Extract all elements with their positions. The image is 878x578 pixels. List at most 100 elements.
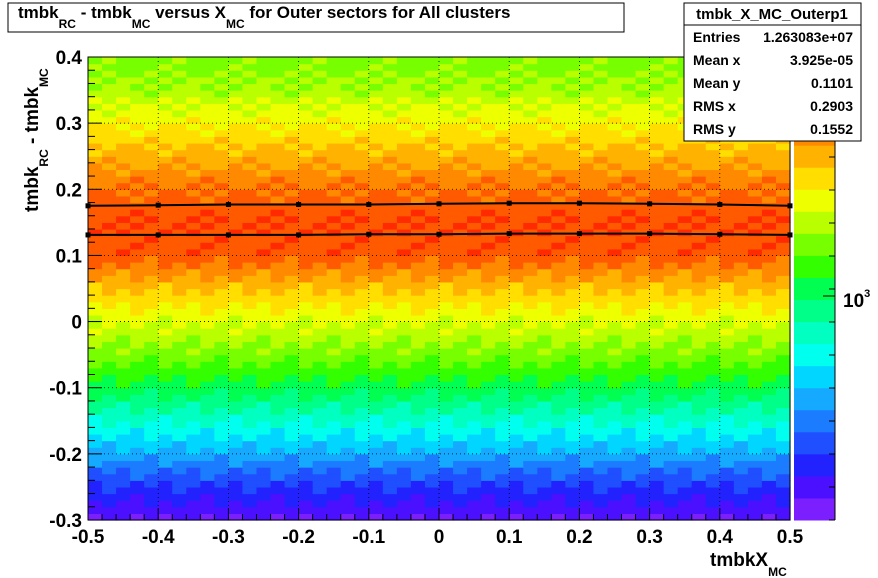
heatmap-cell [144,103,159,111]
heatmap-cell [382,447,398,455]
heatmap-cell [775,460,791,468]
heatmap-cell [396,57,412,65]
heatmap-cell [284,308,300,316]
heatmap-cell [158,248,173,257]
heatmap-cell [424,57,440,65]
heatmap-cell [649,434,665,442]
heatmap-cell [186,222,201,230]
heatmap-cell [467,321,482,329]
heatmap-cell [410,142,426,151]
heatmap-cell [719,182,735,190]
heatmap-cell [453,209,468,217]
heatmap-cell [439,480,454,488]
heatmap-cell [677,440,693,448]
heatmap-cell [649,341,665,349]
heatmap-cell [200,222,215,230]
heatmap-cell [523,70,538,78]
heatmap-cell [256,268,272,276]
heatmap-cell [523,255,538,263]
heatmap-cell [747,387,763,395]
heatmap-cell [298,381,314,389]
heatmap-cell [747,447,763,455]
heatmap-cell [635,506,651,514]
heatmap-cell [635,63,651,71]
heatmap-cell [509,116,524,124]
heatmap-cell [158,215,173,223]
heatmap-cell [424,76,440,85]
heatmap-cell [467,374,482,382]
heatmap-cell [228,136,244,144]
heatmap-cell [481,281,496,290]
heatmap-cell [677,262,693,270]
heatmap-cell [102,420,117,428]
heatmap-cell [102,381,117,389]
heatmap-cell [88,381,103,389]
heatmap-cell [256,453,272,462]
heatmap-cell [382,341,398,349]
heatmap-cell [775,447,791,455]
heatmap-cell [326,242,342,250]
heatmap-cell [186,453,201,462]
heatmap-cell [354,460,370,468]
heatmap-cell [733,328,749,336]
heatmap-cell [733,156,749,164]
heatmap-cell [663,262,679,270]
heatmap-cell [677,169,693,177]
heatmap-cell [649,202,665,210]
heatmap-cell [537,513,552,521]
heatmap-cell [270,202,286,210]
heatmap-cell [677,149,693,157]
heatmap-cell [677,182,693,190]
heatmap-cell [551,70,566,78]
heatmap-cell [635,447,651,455]
heatmap-cell [775,228,791,237]
heatmap-cell [733,209,749,217]
heatmap-cell [509,156,524,164]
heatmap-cell [481,70,496,78]
heatmap-cell [270,434,286,442]
heatmap-cell [396,169,412,177]
heatmap-cell [242,275,258,283]
heatmap-cell [270,281,286,290]
heatmap-cell [677,301,693,309]
heatmap-cell [424,453,440,462]
heatmap-cell [172,420,187,428]
heatmap-cell [705,334,721,343]
heatmap-cell [424,182,440,190]
heatmap-cell [621,288,637,296]
heatmap-cell [144,142,159,151]
heatmap-cell [747,400,763,409]
heatmap-cell [130,288,145,296]
heatmap-cell [340,142,356,151]
heatmap-cell [761,348,777,356]
heatmap-cell [691,262,707,270]
heatmap-cell [747,354,763,362]
heatmap-cell [467,116,482,124]
heatmap-cell [565,242,580,250]
heatmap-cell [172,248,187,257]
heatmap-cell [593,427,609,435]
heatmap-cell [298,248,314,257]
heatmap-cell [509,440,524,448]
heatmap-cell [537,354,552,362]
heatmap-cell [537,76,552,85]
heatmap-cell [144,447,159,455]
heatmap-cell [621,83,637,91]
heatmap-cell [663,275,679,283]
heatmap-cell [284,242,300,250]
heatmap-cell [256,447,272,455]
heatmap-cell [509,202,524,210]
heatmap-cell [453,348,468,356]
heatmap-cell [705,420,721,428]
heatmap-cell [242,156,258,164]
heatmap-cell [242,103,258,111]
heatmap-cell [326,228,342,237]
heatmap-cell [256,295,272,303]
heatmap-cell [663,96,679,104]
heatmap-cell [144,440,159,448]
heatmap-cell [228,420,244,428]
heatmap-cell [396,76,412,85]
heatmap-cell [509,314,524,323]
heatmap-cell [523,182,538,190]
heatmap-cell [396,506,412,514]
